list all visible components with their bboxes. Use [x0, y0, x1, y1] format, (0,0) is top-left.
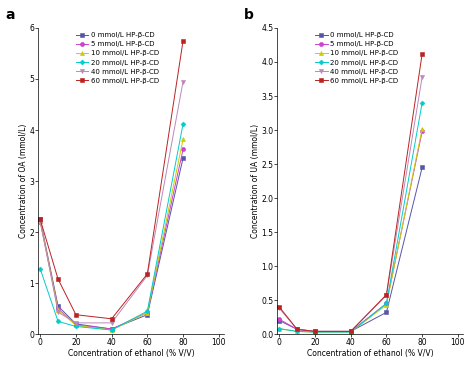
40 mmol/L HP-β-CD: [55, 310, 61, 314]
0 mmol/L HP-β-CD: [145, 313, 150, 317]
Line: 0 mmol/L HP-β-CD: 0 mmol/L HP-β-CD: [38, 156, 185, 331]
Line: 5 mmol/L HP-β-CD: 5 mmol/L HP-β-CD: [277, 129, 424, 333]
0 mmol/L HP-β-CD: [312, 329, 318, 333]
20 mmol/L HP-β-CD: [312, 330, 318, 334]
60 mmol/L HP-β-CD: [73, 313, 79, 317]
10 mmol/L HP-β-CD: [294, 329, 300, 333]
60 mmol/L HP-β-CD: [312, 329, 318, 333]
5 mmol/L HP-β-CD: [37, 220, 43, 224]
5 mmol/L HP-β-CD: [180, 147, 186, 152]
0 mmol/L HP-β-CD: [383, 310, 389, 314]
5 mmol/L HP-β-CD: [73, 323, 79, 327]
X-axis label: Concentration of ethanol (% V/V): Concentration of ethanol (% V/V): [307, 349, 434, 358]
40 mmol/L HP-β-CD: [276, 306, 282, 310]
40 mmol/L HP-β-CD: [383, 293, 389, 298]
5 mmol/L HP-β-CD: [294, 327, 300, 332]
10 mmol/L HP-β-CD: [419, 127, 425, 131]
Line: 5 mmol/L HP-β-CD: 5 mmol/L HP-β-CD: [38, 147, 185, 331]
40 mmol/L HP-β-CD: [294, 327, 300, 332]
10 mmol/L HP-β-CD: [312, 330, 318, 334]
Line: 40 mmol/L HP-β-CD: 40 mmol/L HP-β-CD: [38, 79, 185, 325]
20 mmol/L HP-β-CD: [383, 301, 389, 306]
40 mmol/L HP-β-CD: [180, 79, 186, 84]
60 mmol/L HP-β-CD: [109, 317, 114, 321]
40 mmol/L HP-β-CD: [145, 273, 150, 278]
20 mmol/L HP-β-CD: [419, 101, 425, 105]
5 mmol/L HP-β-CD: [109, 327, 114, 331]
10 mmol/L HP-β-CD: [383, 303, 389, 307]
40 mmol/L HP-β-CD: [109, 321, 114, 325]
40 mmol/L HP-β-CD: [419, 75, 425, 79]
60 mmol/L HP-β-CD: [55, 277, 61, 281]
60 mmol/L HP-β-CD: [348, 329, 354, 333]
5 mmol/L HP-β-CD: [312, 329, 318, 333]
10 mmol/L HP-β-CD: [276, 326, 282, 331]
60 mmol/L HP-β-CD: [180, 38, 186, 43]
Y-axis label: Concentration of OA (mmol/L): Concentration of OA (mmol/L): [19, 124, 28, 238]
20 mmol/L HP-β-CD: [145, 309, 150, 313]
20 mmol/L HP-β-CD: [37, 266, 43, 271]
5 mmol/L HP-β-CD: [145, 310, 150, 315]
40 mmol/L HP-β-CD: [37, 218, 43, 223]
60 mmol/L HP-β-CD: [276, 305, 282, 309]
20 mmol/L HP-β-CD: [180, 122, 186, 126]
10 mmol/L HP-β-CD: [55, 307, 61, 312]
Line: 20 mmol/L HP-β-CD: 20 mmol/L HP-β-CD: [277, 101, 424, 334]
5 mmol/L HP-β-CD: [55, 306, 61, 311]
Line: 20 mmol/L HP-β-CD: 20 mmol/L HP-β-CD: [38, 122, 185, 332]
Line: 60 mmol/L HP-β-CD: 60 mmol/L HP-β-CD: [277, 52, 424, 333]
0 mmol/L HP-β-CD: [348, 329, 354, 333]
Text: a: a: [5, 8, 14, 22]
10 mmol/L HP-β-CD: [73, 323, 79, 328]
60 mmol/L HP-β-CD: [37, 217, 43, 221]
10 mmol/L HP-β-CD: [145, 310, 150, 315]
20 mmol/L HP-β-CD: [348, 330, 354, 334]
20 mmol/L HP-β-CD: [276, 326, 282, 331]
Y-axis label: Concentration of UA (mmol/L): Concentration of UA (mmol/L): [251, 124, 260, 238]
0 mmol/L HP-β-CD: [180, 156, 186, 160]
Legend: 0 mmol/L HP-β-CD, 5 mmol/L HP-β-CD, 10 mmol/L HP-β-CD, 20 mmol/L HP-β-CD, 40 mmo: 0 mmol/L HP-β-CD, 5 mmol/L HP-β-CD, 10 m…: [75, 31, 159, 85]
0 mmol/L HP-β-CD: [294, 327, 300, 332]
5 mmol/L HP-β-CD: [348, 329, 354, 333]
Line: 60 mmol/L HP-β-CD: 60 mmol/L HP-β-CD: [38, 39, 185, 321]
Line: 40 mmol/L HP-β-CD: 40 mmol/L HP-β-CD: [277, 75, 424, 333]
0 mmol/L HP-β-CD: [276, 318, 282, 323]
Line: 0 mmol/L HP-β-CD: 0 mmol/L HP-β-CD: [277, 165, 424, 333]
0 mmol/L HP-β-CD: [73, 322, 79, 326]
40 mmol/L HP-β-CD: [73, 321, 79, 325]
5 mmol/L HP-β-CD: [276, 317, 282, 321]
Text: b: b: [244, 8, 254, 22]
60 mmol/L HP-β-CD: [383, 292, 389, 297]
60 mmol/L HP-β-CD: [294, 327, 300, 332]
60 mmol/L HP-β-CD: [419, 52, 425, 56]
0 mmol/L HP-β-CD: [37, 217, 43, 221]
20 mmol/L HP-β-CD: [109, 328, 114, 332]
X-axis label: Concentration of ethanol (% V/V): Concentration of ethanol (% V/V): [68, 349, 195, 358]
5 mmol/L HP-β-CD: [419, 129, 425, 134]
Line: 10 mmol/L HP-β-CD: 10 mmol/L HP-β-CD: [277, 127, 424, 334]
10 mmol/L HP-β-CD: [180, 137, 186, 141]
Line: 10 mmol/L HP-β-CD: 10 mmol/L HP-β-CD: [38, 137, 185, 332]
0 mmol/L HP-β-CD: [55, 304, 61, 308]
40 mmol/L HP-β-CD: [348, 329, 354, 333]
60 mmol/L HP-β-CD: [145, 272, 150, 276]
10 mmol/L HP-β-CD: [109, 328, 114, 332]
10 mmol/L HP-β-CD: [348, 330, 354, 334]
0 mmol/L HP-β-CD: [419, 165, 425, 169]
20 mmol/L HP-β-CD: [73, 324, 79, 329]
20 mmol/L HP-β-CD: [55, 319, 61, 324]
0 mmol/L HP-β-CD: [109, 327, 114, 331]
Legend: 0 mmol/L HP-β-CD, 5 mmol/L HP-β-CD, 10 mmol/L HP-β-CD, 20 mmol/L HP-β-CD, 40 mmo: 0 mmol/L HP-β-CD, 5 mmol/L HP-β-CD, 10 m…: [314, 31, 399, 85]
40 mmol/L HP-β-CD: [312, 329, 318, 333]
10 mmol/L HP-β-CD: [37, 219, 43, 223]
5 mmol/L HP-β-CD: [383, 301, 389, 306]
20 mmol/L HP-β-CD: [294, 329, 300, 333]
